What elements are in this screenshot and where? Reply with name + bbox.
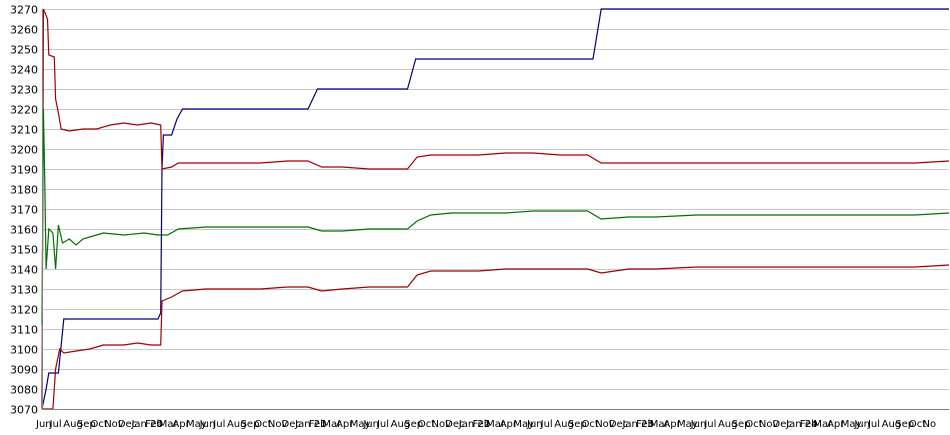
x-tick-label: Jun [853,419,870,430]
y-tick-label: 3070 [10,404,38,417]
x-tick-label: Jul [212,419,225,430]
y-tick-label: 3190 [10,164,38,177]
x-tick-label: Feb [636,419,654,430]
y-tick-label: 3260 [10,24,38,37]
x-tick-label: Jun [362,419,379,430]
x-tick-label: Jul [49,419,62,430]
x-tick-label: Jul [376,419,389,430]
x-tick-label: Dec [118,419,137,430]
x-tick-label: Jul [867,419,880,430]
x-tick-label: Oct [91,419,108,430]
y-tick-label: 3150 [10,244,38,257]
x-tick-label: Aug [882,419,902,430]
y-tick-label: 3230 [10,84,38,97]
x-tick-label: Aug [718,419,738,430]
x-tick-label: May [350,419,371,430]
y-tick-label: 3100 [10,344,38,357]
x-tick-label: Sep [568,419,587,430]
x-tick-label: Jul [703,419,716,430]
x-tick-label: Sep [241,419,260,430]
x-tick-label: Jun [690,419,707,430]
y-axis-tick-labels: 3070 3080 3090 3100 3110 3120 3130 3140 3150 3160… [10,4,38,417]
x-tick-label: Apr [827,419,845,430]
x-tick-label: Sep [732,419,751,430]
x-tick-label: Dec [773,419,792,430]
series-line-3 [42,264,950,410]
x-tick-label: May [186,419,207,430]
x-tick-label: Nov [268,419,288,430]
x-tick-label: Mar [322,419,342,430]
x-tick-label: Jan 24 [785,419,817,430]
x-tick-label: Feb [145,419,163,430]
x-tick-label: Feb [472,419,490,430]
x-tick-label: Feb [309,419,327,430]
x-tick-label: Mar [486,419,506,430]
y-tick-label: 3080 [10,384,38,397]
x-tick-label: Sep [404,419,423,430]
x-tick-label: Feb [800,419,818,430]
y-tick-label: 3120 [10,304,38,317]
x-tick-label: Mar [813,419,833,430]
y-tick-label: 3220 [10,104,38,117]
y-tick-label: 3200 [10,144,38,157]
y-tick-label: 3160 [10,224,38,237]
x-tick-label: May [677,419,698,430]
x-tick-label: Mar [159,419,179,430]
x-tick-label: Apr [500,419,518,430]
y-tick-label: 3240 [10,64,38,77]
series-line-1 [41,8,949,410]
x-tick-label: Sep [895,419,914,430]
x-tick-label: Nov [595,419,615,430]
x-tick-label: May [841,419,862,430]
y-tick-label: 3130 [10,284,38,297]
x-tick-label: Aug [554,419,574,430]
y-tick-label: 3110 [10,324,38,337]
x-tick-label: Nov [759,419,779,430]
y-tick-label: 3210 [10,124,38,137]
x-tick-label: Aug [391,419,411,430]
x-tick-label: Jan 20 [130,419,162,430]
x-tick-label: No [923,419,937,430]
x-tick-label: Jun [199,419,216,430]
y-tick-label: 3250 [10,44,38,57]
x-tick-label: Jan 23 [621,419,653,430]
x-tick-label: Aug [63,419,83,430]
x-tick-label: Dec [282,419,301,430]
x-tick-label: Oct [909,419,926,430]
y-tick-label: 3170 [10,204,38,217]
x-tick-label: Mar [650,419,670,430]
x-tick-label: Jun [526,419,543,430]
x-tick-label: May [513,419,534,430]
x-tick-label: Apr [172,419,190,430]
x-tick-label: Nov [432,419,452,430]
x-tick-label: Oct [745,419,762,430]
y-tick-label: 3140 [10,264,38,277]
x-tick-label: Oct [582,419,599,430]
x-tick-label: Oct [254,419,271,430]
x-tick-label: Dec [609,419,628,430]
x-tick-label: Jun [35,419,52,430]
horizontal-gridlines [42,9,949,410]
x-tick-label: Apr [663,419,681,430]
x-tick-label: Jul [540,419,553,430]
y-tick-label: 3180 [10,184,38,197]
x-tick-label: Nov [104,419,124,430]
y-tick-label: 3270 [10,4,38,17]
x-tick-label: Aug [227,419,247,430]
x-tick-label: Apr [336,419,354,430]
x-tick-label: Oct [418,419,435,430]
x-tick-label: Jan 21 [294,419,326,430]
series-line-4 [41,108,950,326]
y-tick-label: 3090 [10,364,38,377]
series-line-2 [41,8,950,410]
x-tick-label: Sep [77,419,96,430]
x-tick-label: Dec [445,419,464,430]
x-tick-label: Jan 22 [458,419,490,430]
series-lines [41,8,950,410]
